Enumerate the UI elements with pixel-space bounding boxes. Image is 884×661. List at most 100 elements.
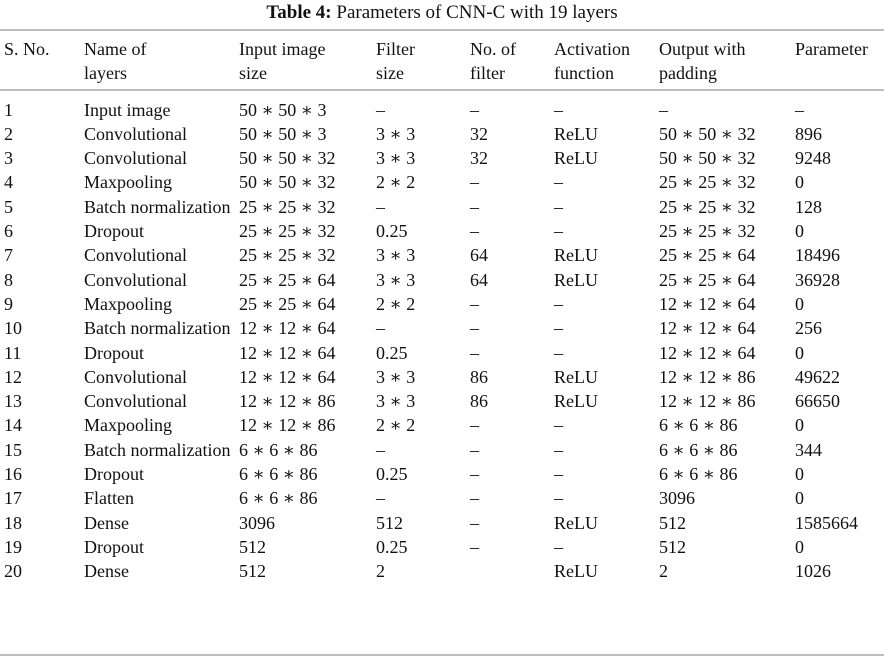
col-num-filter-cell: – (470, 221, 479, 242)
col-sno-cell: 19 (4, 536, 22, 557)
header-rule (0, 89, 884, 91)
col-layer-name-cell: Maxpooling (84, 415, 172, 436)
col-output-cell: 25 ∗ 25 ∗ 32 (659, 196, 756, 217)
col-layer-name-cell: Dense (84, 512, 129, 533)
header-line: Filter (376, 39, 415, 59)
col-activation-cell: ReLU (554, 245, 598, 266)
col-num-filter-cell: 86 (470, 366, 488, 387)
col-sno-cell: 6 (4, 221, 13, 242)
col-parameter-cell: 9248 (795, 148, 831, 169)
col-output-cell: 25 ∗ 25 ∗ 64 (659, 269, 756, 290)
table-row: 3 Convolutional 50 ∗ 50 ∗ 32 3 ∗ 3 32 ReLU 50 … (0, 146, 884, 170)
table-row: 10 Batch normalization 12 ∗ 12 ∗ 64 – – – 12 ∗… (0, 316, 884, 340)
col-sno-cell: 8 (4, 269, 13, 290)
col-parameter-cell: 1026 (795, 561, 831, 582)
col-num-filter-header: No. of filter (470, 37, 554, 92)
table-row: 15 Batch normalization 6 ∗ 6 ∗ 86 – – – 6 ∗ 6 … (0, 438, 884, 462)
col-output-cell: 6 ∗ 6 ∗ 86 (659, 415, 738, 436)
header-line (795, 61, 884, 85)
header-line: Parameter (795, 39, 868, 59)
col-filter-size-cell: – (376, 488, 385, 509)
col-output-cell: 6 ∗ 6 ∗ 86 (659, 439, 738, 460)
col-filter-size-cell: 2 ∗ 2 (376, 293, 416, 314)
col-sno-cell: 5 (4, 196, 13, 217)
col-activation-cell: – (554, 536, 563, 557)
col-sno-header: S. No. (0, 37, 84, 92)
col-layer-name-cell: Convolutional (84, 245, 187, 266)
col-input-size-cell: 6 ∗ 6 ∗ 86 (239, 488, 318, 509)
col-filter-size-cell: – (376, 318, 385, 339)
col-num-filter-cell: – (470, 488, 479, 509)
col-filter-size-cell: 3 ∗ 3 (376, 245, 416, 266)
table-row: 11 Dropout 12 ∗ 12 ∗ 64 0.25 – – 12 ∗ 12 ∗ 64 0 (0, 341, 884, 365)
table-label: Table 4: (266, 2, 332, 23)
col-parameter-header: Parameter (795, 37, 884, 92)
col-output-cell: 25 ∗ 25 ∗ 32 (659, 221, 756, 242)
col-output-cell: 6 ∗ 6 ∗ 86 (659, 464, 738, 485)
col-parameter-cell: 0 (795, 464, 804, 485)
col-activation-cell: – (554, 221, 563, 242)
col-layer-name-cell: Dropout (84, 536, 144, 557)
col-sno-cell: 1 (4, 99, 13, 120)
col-layer-name-cell: Maxpooling (84, 293, 172, 314)
table-caption: Table 4: Parameters of CNN-C with 19 lay… (0, 1, 884, 25)
col-sno-cell: 20 (4, 561, 22, 582)
col-filter-size-cell: 0.25 (376, 536, 408, 557)
col-activation-cell: – (554, 488, 563, 509)
table-row: 1 Input image 50 ∗ 50 ∗ 3 – – – – – (0, 92, 884, 122)
col-num-filter-cell: – (470, 342, 479, 363)
col-activation-cell: ReLU (554, 512, 598, 533)
col-output-cell: 12 ∗ 12 ∗ 86 (659, 366, 756, 387)
col-input-size-cell: 12 ∗ 12 ∗ 64 (239, 318, 336, 339)
col-parameter-cell: 49622 (795, 366, 840, 387)
col-output-cell: – (659, 99, 668, 120)
col-filter-size-cell: 0.25 (376, 342, 408, 363)
col-filter-size-cell: 0.25 (376, 221, 408, 242)
col-num-filter-cell: – (470, 99, 479, 120)
col-activation-cell: ReLU (554, 123, 598, 144)
col-filter-size-cell: – (376, 439, 385, 460)
col-parameter-cell: 256 (795, 318, 822, 339)
col-input-size-cell: 12 ∗ 12 ∗ 64 (239, 366, 336, 387)
col-activation-cell: – (554, 342, 563, 363)
bottom-rule (0, 654, 884, 656)
col-num-filter-cell: – (470, 293, 479, 314)
col-activation-cell: – (554, 196, 563, 217)
col-num-filter-cell: – (470, 536, 479, 557)
table-row: 18 Dense 3096 512 – ReLU 512 1585664 (0, 511, 884, 535)
col-output-cell: 50 ∗ 50 ∗ 32 (659, 123, 756, 144)
col-num-filter-cell: – (470, 512, 479, 533)
col-sno-cell: 18 (4, 512, 22, 533)
col-parameter-cell: 0 (795, 293, 804, 314)
col-activation-cell: ReLU (554, 561, 598, 582)
col-filter-size-cell: 3 ∗ 3 (376, 391, 416, 412)
col-filter-size-cell: 3 ∗ 3 (376, 148, 416, 169)
col-sno-cell: 17 (4, 488, 22, 509)
col-layer-name-cell: Batch normalization (84, 196, 231, 217)
col-num-filter-cell: – (470, 415, 479, 436)
col-parameter-cell: 18496 (795, 245, 840, 266)
col-filter-size-cell: – (376, 99, 385, 120)
col-filter-size-cell: 3 ∗ 3 (376, 123, 416, 144)
col-parameter-cell: 0 (795, 536, 804, 557)
col-layer-name-cell: Dropout (84, 464, 144, 485)
table-row: 4 Maxpooling 50 ∗ 50 ∗ 32 2 ∗ 2 – – 25 ∗ 25 ∗ … (0, 170, 884, 194)
col-input-size-cell: 6 ∗ 6 ∗ 86 (239, 464, 318, 485)
col-num-filter-cell: 64 (470, 269, 488, 290)
col-num-filter-cell: – (470, 439, 479, 460)
col-num-filter-cell: – (470, 172, 479, 193)
table-row: 17 Flatten 6 ∗ 6 ∗ 86 – – – 3096 0 (0, 486, 884, 510)
col-parameter-cell: 0 (795, 172, 804, 193)
table-title: Parameters of CNN-C with 19 layers (336, 2, 618, 23)
col-layer-name-cell: Batch normalization (84, 318, 231, 339)
col-filter-size-cell: 3 ∗ 3 (376, 269, 416, 290)
col-activation-cell: – (554, 464, 563, 485)
col-layer-name-cell: Flatten (84, 488, 134, 509)
header-line: padding (659, 63, 717, 84)
col-parameter-cell: 0 (795, 221, 804, 242)
col-parameter-cell: 128 (795, 196, 822, 217)
col-activation-header: Activation function (554, 37, 659, 92)
col-num-filter-cell: – (470, 464, 479, 485)
col-input-size-cell: 25 ∗ 25 ∗ 32 (239, 196, 336, 217)
header-line: S. No. (4, 39, 50, 59)
